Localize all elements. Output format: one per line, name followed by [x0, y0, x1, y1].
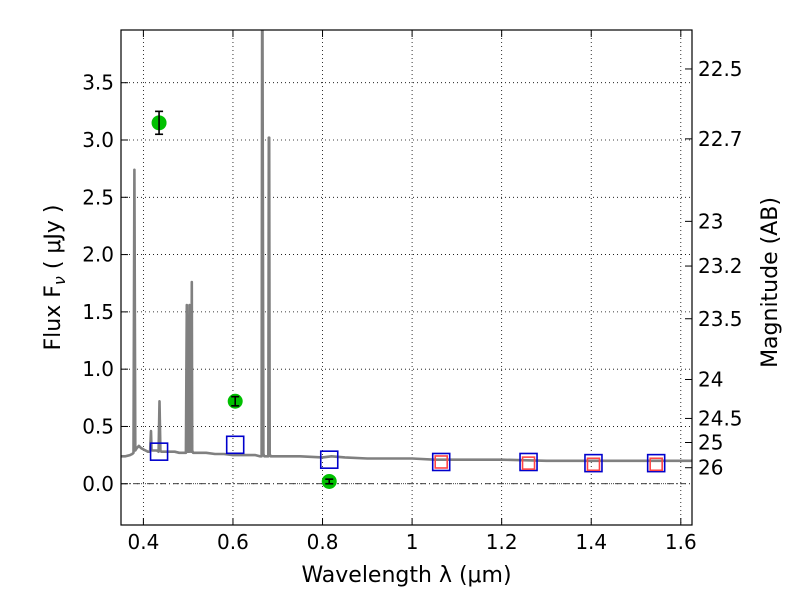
grid: [121, 30, 692, 525]
x-tick-label: 0.6: [217, 530, 249, 554]
right-tick-label: 22.7: [698, 127, 743, 151]
model-point: [584, 453, 603, 473]
right-tick-label: 23: [698, 209, 723, 233]
model-point: [319, 450, 339, 469]
y-axis-label: Flux Fν ( μJy ): [41, 205, 69, 351]
model-point: [521, 456, 536, 470]
x-axis: 0.4 0.6 0.8 1 1.2 1.4 1.6: [127, 30, 697, 554]
model-point: [431, 452, 451, 472]
right-tick-label: 24: [698, 367, 723, 391]
y-axis-label-subscript: ν: [50, 276, 69, 285]
x-tick-label: 1.2: [486, 530, 518, 554]
right-tick-label: 26: [698, 456, 723, 480]
y-tick-label: 3.5: [82, 71, 114, 95]
x-tick-label: 1.4: [575, 530, 607, 554]
right-tick-label: 23.5: [698, 307, 743, 331]
x-tick-label: 0.8: [307, 530, 339, 554]
y-axis-label-text: Flux F: [41, 285, 66, 350]
model-point: [225, 435, 245, 455]
right-tick-label: 25: [698, 431, 723, 455]
right-tick-label: 23.2: [698, 254, 743, 278]
y-tick-label: 0.0: [82, 472, 114, 496]
x-tick-label: 1.6: [665, 530, 697, 554]
model-point: [646, 453, 666, 473]
y-tick-label: 1.0: [82, 357, 114, 381]
plot-background: [121, 30, 692, 525]
y-axis: 0.0 0.5 1.0 1.5 2.0 2.5 3.0 3.5: [82, 71, 128, 496]
right-tick-label: 22.5: [698, 57, 743, 81]
y-tick-label: 1.5: [82, 300, 114, 324]
x-tick-label: 1: [406, 530, 419, 554]
model-point: [149, 442, 169, 461]
x-axis-label: Wavelength λ (μm): [301, 563, 511, 588]
y-tick-label: 3.0: [82, 128, 114, 152]
y-tick-label: 0.5: [82, 414, 114, 438]
plot-area: [121, 30, 692, 489]
y-axis-label-unit: ( μJy ): [41, 205, 66, 277]
model-point: [649, 457, 663, 472]
model-point: [434, 455, 449, 469]
y-tick-label: 2.5: [82, 185, 114, 209]
plot-frame: [120, 29, 693, 526]
x-tick-label: 0.4: [127, 530, 159, 554]
model-point: [519, 452, 538, 472]
right-axis-label: Magnitude (AB): [758, 197, 783, 368]
right-tick-label: 24.5: [698, 406, 743, 430]
model-point: [586, 457, 601, 472]
y-tick-label: 2.0: [82, 243, 114, 267]
